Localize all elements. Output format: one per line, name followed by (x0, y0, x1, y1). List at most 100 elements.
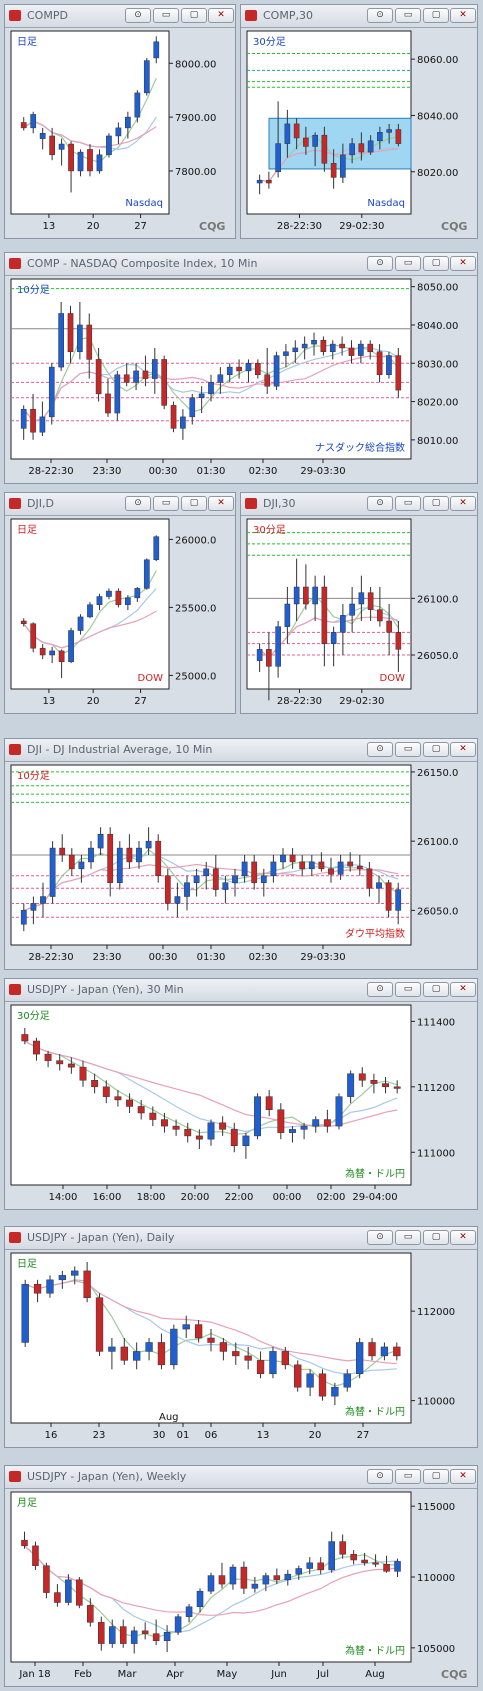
close-button[interactable]: ✕ (450, 8, 476, 23)
title-bar[interactable]: COMP,30 ⊙ ▭ ▢ ✕ (241, 5, 477, 28)
candle-body (107, 833, 114, 883)
candle-body (343, 1373, 351, 1388)
close-button[interactable]: ✕ (450, 256, 476, 271)
link-button[interactable]: ⊙ (367, 496, 393, 511)
candle-body (96, 596, 103, 605)
candle-body (251, 861, 258, 883)
maximize-button[interactable]: ▢ (423, 1469, 449, 1484)
candle-body (67, 1063, 75, 1068)
candle-body (170, 405, 177, 429)
candle-body (337, 861, 344, 875)
title-bar[interactable]: COMPD ⊙ ▭ ▢ ✕ (5, 5, 235, 28)
candle-body (328, 1541, 335, 1571)
y-tick-label: 8020.00 (417, 398, 458, 409)
minimize-button[interactable]: ▭ (153, 8, 179, 23)
chart-window-compd[interactable]: COMPD ⊙ ▭ ▢ ✕ 8000.00 7900.00 7800.00 13 20 27 日足 Na… (4, 4, 236, 239)
chart-window-usdjpy-weekly[interactable]: USDJPY - Japan (Yen), Weekly ⊙ ▭ ▢ ✕ 115000 11… (4, 1465, 478, 1687)
candle-body (230, 1129, 238, 1146)
chart-window-dji-daily[interactable]: DJI,D ⊙ ▭ ▢ ✕ 26000.0 25500.0 25000.0 13 20 27 日足 DO… (4, 492, 236, 714)
x-tick-label: 13 (257, 1430, 270, 1441)
close-button[interactable]: ✕ (450, 1469, 476, 1484)
title-bar[interactable]: COMP - NASDAQ Composite Index, 10 Min ⊙ ▭ ▢… (5, 253, 477, 276)
candle-body (292, 347, 299, 353)
minimize-button[interactable]: ▭ (395, 8, 421, 23)
maximize-button[interactable]: ▢ (423, 982, 449, 997)
link-button[interactable]: ⊙ (367, 982, 393, 997)
x-tick-label: 01 (177, 1430, 190, 1441)
minimize-button[interactable]: ▭ (395, 1469, 421, 1484)
minimize-button[interactable]: ▭ (395, 496, 421, 511)
title-bar[interactable]: USDJPY - Japan (Yen), 30 Min ⊙ ▭ ▢ ✕ (5, 979, 477, 1002)
minimize-button[interactable]: ▭ (395, 742, 421, 757)
candle-body (56, 1060, 64, 1065)
maximize-button[interactable]: ▢ (181, 8, 207, 23)
candle-body (189, 397, 196, 418)
x-tick-label: 30 (153, 1430, 166, 1441)
x-tick-label: 29-04:00 (352, 1192, 397, 1203)
chart-window-usdjpy-30min[interactable]: USDJPY - Japan (Yen), 30 Min ⊙ ▭ ▢ ✕ 111400 11… (4, 978, 478, 1210)
link-button[interactable]: ⊙ (367, 742, 393, 757)
link-button[interactable]: ⊙ (125, 8, 151, 23)
candle-body (254, 1096, 261, 1137)
title-bar[interactable]: USDJPY - Japan (Yen), Weekly ⊙ ▭ ▢ ✕ (5, 1466, 477, 1489)
title-bar[interactable]: USDJPY - Japan (Yen), Daily ⊙ ▭ ▢ ✕ (5, 1227, 477, 1250)
candle-body (340, 615, 346, 633)
close-button[interactable]: ✕ (450, 742, 476, 757)
candle-body (98, 1622, 105, 1644)
candle-body (71, 1270, 79, 1276)
candle-body (303, 586, 309, 605)
link-button[interactable]: ⊙ (367, 1230, 393, 1245)
close-button[interactable]: ✕ (450, 982, 476, 997)
candle-body (270, 861, 277, 877)
maximize-button[interactable]: ▢ (423, 1230, 449, 1245)
title-bar[interactable]: DJI - DJ Industrial Average, 10 Min ⊙ ▭ ▢ ✕ (5, 739, 477, 762)
candle-body (126, 847, 133, 863)
candle-body (76, 1579, 83, 1606)
maximize-button[interactable]: ▢ (423, 742, 449, 757)
link-button[interactable]: ⊙ (367, 256, 393, 271)
candle-body (386, 355, 392, 375)
x-tick-label: Jan 18 (18, 1669, 50, 1680)
candle-body (366, 868, 373, 889)
candle-body (361, 1559, 368, 1564)
maximize-button[interactable]: ▢ (181, 496, 207, 511)
title-bar[interactable]: DJI,30 ⊙ ▭ ▢ ✕ (241, 493, 477, 516)
chart-window-comp-10min[interactable]: COMP - NASDAQ Composite Index, 10 Min ⊙ ▭ ▢… (4, 252, 478, 484)
chart-window-dji30[interactable]: DJI,30 ⊙ ▭ ▢ ✕ 26100.0 26050.0 28-22:30 29-02:30… (240, 492, 478, 714)
candle-body (347, 1073, 355, 1097)
candle-body (87, 1605, 94, 1623)
close-button[interactable]: ✕ (208, 496, 234, 511)
moving-average-line (24, 1040, 398, 1128)
close-button[interactable]: ✕ (208, 8, 234, 23)
maximize-button[interactable]: ▢ (423, 256, 449, 271)
x-tick-label: 01:30 (197, 466, 226, 477)
link-button[interactable]: ⊙ (367, 8, 393, 23)
candle-body (219, 1122, 227, 1130)
chart-window-dji-10min[interactable]: DJI - DJ Industrial Average, 10 Min ⊙ ▭ ▢ ✕ 2… (4, 738, 478, 970)
x-tick-label: 28-22:30 (28, 466, 73, 477)
candle-body (172, 1125, 180, 1130)
x-tick-label: 28-22:30 (277, 221, 322, 232)
link-button[interactable]: ⊙ (125, 496, 151, 511)
maximize-button[interactable]: ▢ (423, 8, 449, 23)
candle-body (161, 359, 167, 406)
instrument-label: DOW (380, 673, 406, 684)
maximize-button[interactable]: ▢ (423, 496, 449, 511)
chart-window-usdjpy-daily[interactable]: USDJPY - Japan (Yen), Daily ⊙ ▭ ▢ ✕ 112000 110… (4, 1226, 478, 1448)
moving-average-line (24, 1545, 398, 1638)
title-bar[interactable]: DJI,D ⊙ ▭ ▢ ✕ (5, 493, 235, 516)
link-button[interactable]: ⊙ (367, 1469, 393, 1484)
minimize-button[interactable]: ▭ (153, 496, 179, 511)
candle-body (236, 366, 242, 372)
close-button[interactable]: ✕ (450, 1230, 476, 1245)
minimize-button[interactable]: ▭ (395, 1230, 421, 1245)
candle-body (79, 1066, 87, 1081)
minimize-button[interactable]: ▭ (395, 982, 421, 997)
close-button[interactable]: ✕ (450, 496, 476, 511)
chart-window-comp30[interactable]: COMP,30 ⊙ ▭ ▢ ✕ 8060.00 8040.00 8020.00 28-22:30… (240, 4, 478, 239)
window-title: USDJPY - Japan (Yen), 30 Min (27, 983, 184, 996)
candle-body (30, 114, 37, 129)
x-tick-label: May (217, 1669, 238, 1680)
minimize-button[interactable]: ▭ (395, 256, 421, 271)
